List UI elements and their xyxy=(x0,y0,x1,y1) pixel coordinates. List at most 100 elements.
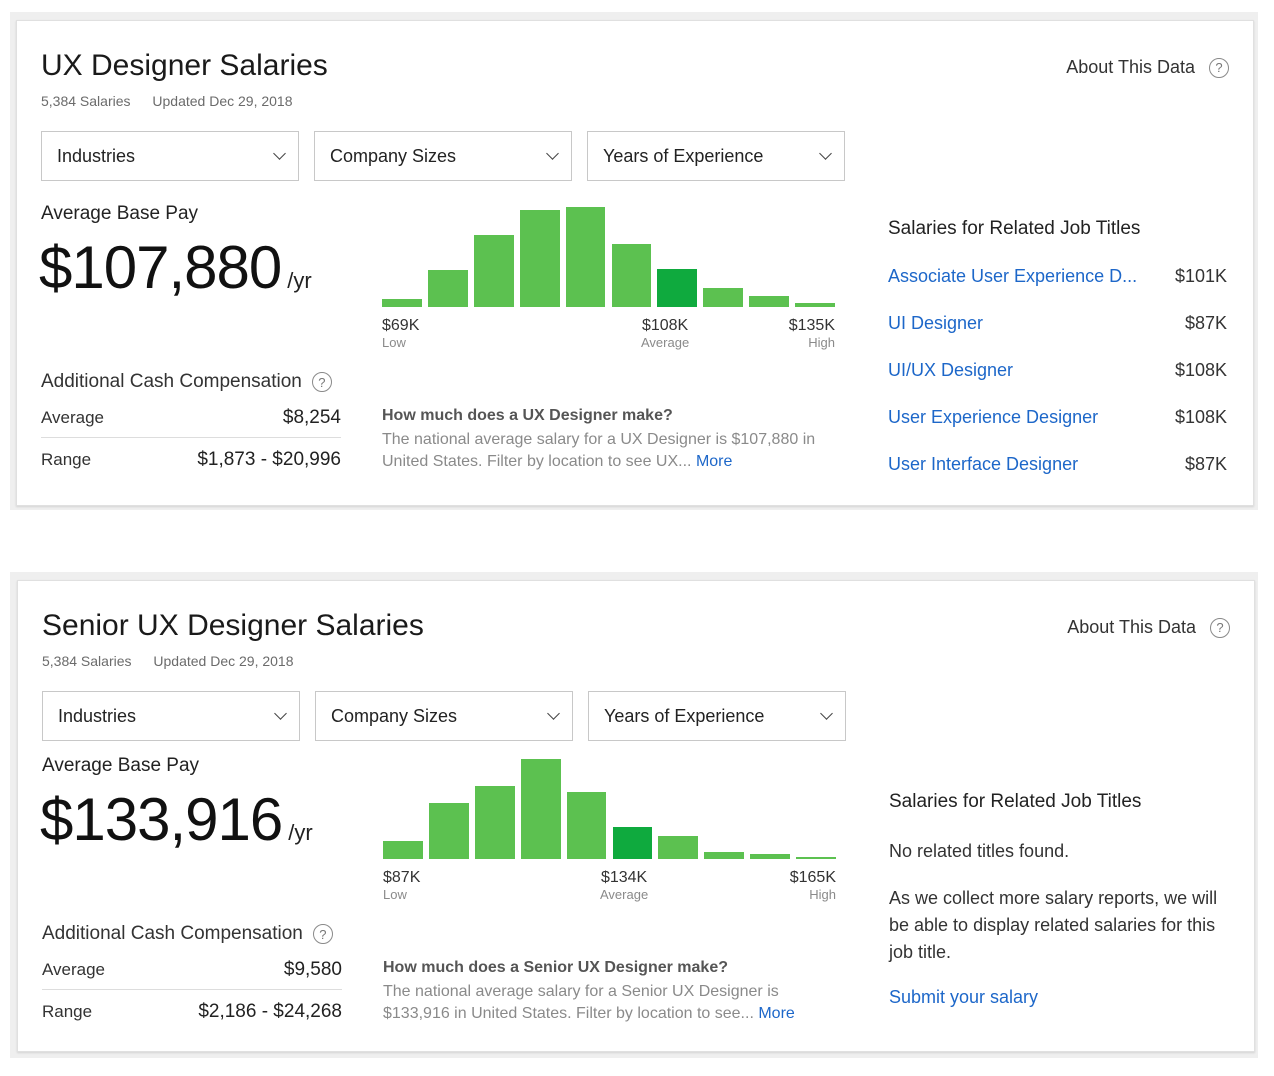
related-title-link[interactable]: Associate User Experience D... xyxy=(888,266,1138,286)
salary-meta: 5,384 Salaries Updated Dec 29, 2018 xyxy=(42,653,312,669)
additional-cash-compensation-label: Additional Cash Compensation xyxy=(42,923,303,944)
related-title-link[interactable]: User Experience Designer xyxy=(888,407,1099,427)
more-link[interactable]: More xyxy=(695,453,733,470)
histogram-bar xyxy=(519,210,560,307)
about-this-data-label[interactable]: About This Data xyxy=(1066,57,1195,77)
salary-description: The national average salary for a UX Des… xyxy=(382,429,832,473)
comp-average-label: Average xyxy=(42,960,106,979)
related-title-row[interactable]: User Interface Designer $87K xyxy=(888,454,1227,475)
related-title-pay: $87K xyxy=(1184,454,1227,474)
more-link[interactable]: More xyxy=(758,1005,795,1022)
related-title-row[interactable]: User Experience Designer $108K xyxy=(888,407,1227,428)
related-title-row[interactable]: UI/UX Designer $108K xyxy=(888,360,1227,381)
histogram-bar xyxy=(382,299,422,307)
comp-range-value: $2,186 - $24,268 xyxy=(198,1001,342,1022)
salary-description-text: The national average salary for a Senior… xyxy=(383,983,779,1022)
submit-salary-link-label[interactable]: Submit your salary xyxy=(889,987,1039,1007)
related-title-pay: $108K xyxy=(1174,360,1227,380)
divider xyxy=(42,989,342,990)
help-icon[interactable]: ? xyxy=(1209,57,1229,78)
related-title-row[interactable]: Associate User Experience D... $101K xyxy=(888,266,1227,287)
average-base-pay-value: $133,916 xyxy=(40,786,283,853)
updated-date: Updated Dec 29, 2018 xyxy=(152,93,293,109)
additional-cash-compensation-label: Additional Cash Compensation xyxy=(41,371,302,392)
chevron-down-icon xyxy=(820,707,833,720)
histogram-high: $135K High xyxy=(789,317,835,350)
histogram-average-value: $134K xyxy=(600,869,648,886)
average-base-pay-label: Average Base Pay xyxy=(41,203,199,224)
histogram-bar xyxy=(611,244,652,307)
dropdown-label: Company Sizes xyxy=(330,145,457,166)
histogram-bar xyxy=(565,207,606,307)
additional-cash-compensation: Additional Cash Compensation ? xyxy=(42,923,333,945)
salary-card-ux-designer: UX Designer Salaries 5,384 Salaries Upda… xyxy=(16,20,1254,506)
related-title-pay: $101K xyxy=(1174,266,1227,286)
comp-range-row: Range $1,873 - $20,996 xyxy=(41,449,341,471)
salary-question: How much does a UX Designer make? xyxy=(382,407,673,424)
histogram-high-value: $135K xyxy=(788,317,835,334)
histogram-average: $134K Average xyxy=(600,869,648,902)
salary-histogram xyxy=(382,207,835,307)
histogram-low-label: Low xyxy=(383,887,407,902)
dropdown-label: Company Sizes xyxy=(331,705,458,726)
salary-question: How much does a Senior UX Designer make? xyxy=(383,959,728,976)
related-titles-heading: Salaries for Related Job Titles xyxy=(888,218,1141,239)
related-titles-heading: Salaries for Related Job Titles xyxy=(889,791,1142,812)
filter-industries-dropdown[interactable]: Industries xyxy=(41,131,299,181)
about-this-data[interactable]: About This Data ? xyxy=(1066,57,1229,78)
help-icon[interactable]: ? xyxy=(312,924,333,944)
histogram-bar xyxy=(704,852,745,859)
submit-salary-link[interactable]: Submit your salary xyxy=(889,987,1038,1008)
additional-cash-compensation: Additional Cash Compensation ? xyxy=(41,371,332,393)
filter-industries-dropdown[interactable]: Industries xyxy=(42,691,300,741)
related-title-pay: $108K xyxy=(1174,407,1227,427)
comp-range-label: Range xyxy=(41,450,92,469)
related-title-pay: $87K xyxy=(1184,313,1227,333)
dropdown-label: Industries xyxy=(57,145,136,166)
histogram-bar xyxy=(796,857,836,859)
chevron-down-icon xyxy=(546,147,559,160)
per-year-unit: /yr xyxy=(287,268,312,293)
page-title: Senior UX Designer Salaries xyxy=(42,609,424,642)
page-title: UX Designer Salaries xyxy=(41,49,328,82)
about-this-data[interactable]: About This Data ? xyxy=(1067,617,1230,638)
histogram-high-label: High xyxy=(808,335,835,350)
histogram-average-value: $108K xyxy=(641,317,689,334)
salary-histogram xyxy=(383,759,836,859)
histogram-low-value: $87K xyxy=(383,869,421,886)
average-base-pay-label: Average Base Pay xyxy=(42,755,200,776)
histogram-bar xyxy=(474,786,515,859)
help-icon[interactable]: ? xyxy=(1210,617,1230,638)
chevron-down-icon xyxy=(547,707,560,720)
comp-average-value: $9,580 xyxy=(283,959,342,980)
histogram-bar xyxy=(566,792,607,859)
salary-count: 5,384 Salaries xyxy=(42,653,132,669)
comp-average-row: Average $8,254 xyxy=(41,407,341,429)
histogram-bar xyxy=(383,841,423,859)
help-icon[interactable]: ? xyxy=(311,372,332,392)
histogram-bar xyxy=(473,235,514,307)
average-base-pay: $107,880 /yr xyxy=(39,233,312,302)
histogram-average-label: Average xyxy=(641,335,690,350)
comp-average-label: Average xyxy=(41,408,105,427)
comp-range-label: Range xyxy=(42,1002,93,1021)
related-title-link[interactable]: User Interface Designer xyxy=(888,454,1079,474)
comp-range-value: $1,873 - $20,996 xyxy=(197,449,341,470)
salary-card-senior-ux-designer: Senior UX Designer Salaries 5,384 Salari… xyxy=(17,580,1255,1052)
related-title-link[interactable]: UI Designer xyxy=(888,313,984,333)
related-title-link[interactable]: UI/UX Designer xyxy=(888,360,1014,380)
no-related-titles: No related titles found. xyxy=(889,841,1070,861)
average-base-pay-value: $107,880 xyxy=(39,234,282,301)
comp-range-row: Range $2,186 - $24,268 xyxy=(42,1001,342,1023)
histogram-high: $165K High xyxy=(790,869,836,902)
filter-years-experience-dropdown[interactable]: Years of Experience xyxy=(587,131,845,181)
dropdown-label: Years of Experience xyxy=(603,145,764,166)
about-this-data-label[interactable]: About This Data xyxy=(1067,617,1196,637)
histogram-bar xyxy=(658,836,699,859)
filter-years-experience-dropdown[interactable]: Years of Experience xyxy=(588,691,846,741)
histogram-low-label: Low xyxy=(382,335,406,350)
filter-company-sizes-dropdown[interactable]: Company Sizes xyxy=(314,131,572,181)
divider xyxy=(41,437,341,438)
filter-company-sizes-dropdown[interactable]: Company Sizes xyxy=(315,691,573,741)
related-title-row[interactable]: UI Designer $87K xyxy=(888,313,1227,334)
